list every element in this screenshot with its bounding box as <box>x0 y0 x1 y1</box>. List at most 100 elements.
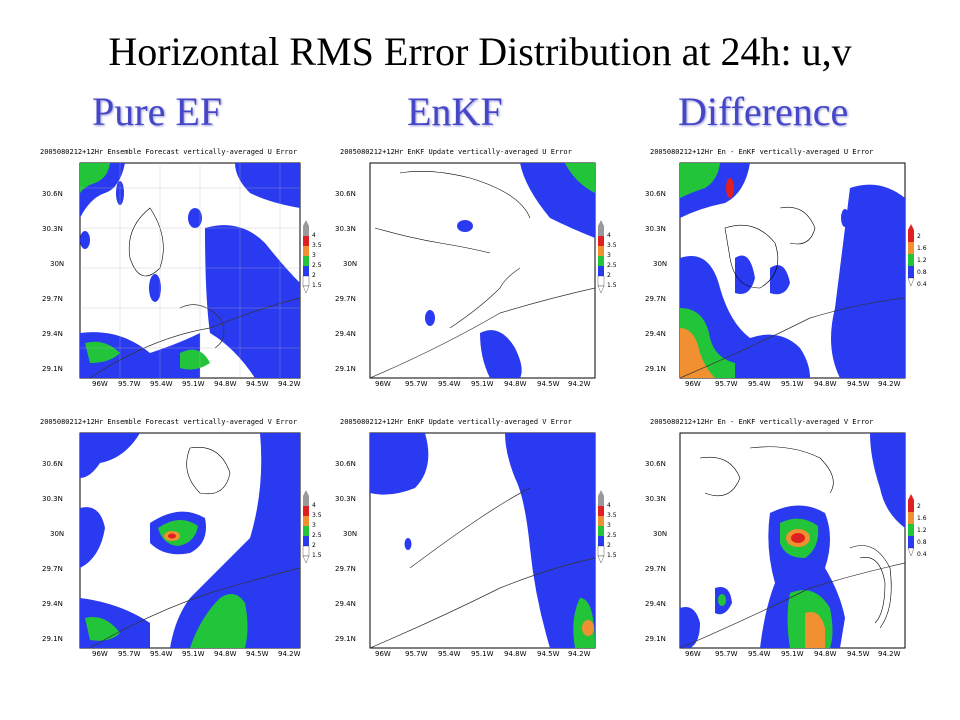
lat-label: 30N <box>343 530 358 538</box>
lat-label: 29.7N <box>42 565 63 573</box>
lat-label: 30.3N <box>42 495 63 503</box>
contour-map <box>679 162 915 379</box>
lat-label: 30.3N <box>645 495 666 503</box>
colorbar-label: 2.5 <box>607 262 617 269</box>
contour-map <box>79 432 310 649</box>
column-heading-enkf: EnKF <box>407 89 503 134</box>
colorbar <box>907 224 915 287</box>
map-panel-difference-u: 2005080212+12Hr En - EnKF vertically-ave… <box>640 148 940 418</box>
lon-label: 96W <box>375 380 391 388</box>
contour-map <box>369 432 605 649</box>
colorbar <box>302 220 310 294</box>
colorbar <box>597 490 605 564</box>
lat-label: 30.6N <box>42 190 63 198</box>
panel-title: 2005080212+12Hr Ensemble Forecast vertic… <box>40 418 298 426</box>
lon-label: 94.8W <box>504 380 527 388</box>
lon-label: 96W <box>92 380 108 388</box>
colorbar-label: 4 <box>312 502 316 509</box>
lon-label: 94.2W <box>278 650 301 658</box>
lat-label: 29.4N <box>335 330 356 338</box>
lon-label: 95.1W <box>471 650 494 658</box>
colorbar-label: 2 <box>917 503 921 510</box>
lat-label: 30.6N <box>645 190 666 198</box>
colorbar-label: 2.5 <box>312 262 322 269</box>
lon-label: 95.7W <box>405 650 428 658</box>
colorbar-label: 2.5 <box>607 532 617 539</box>
colorbar-label: 0.8 <box>917 539 927 546</box>
colorbar-label: 1.5 <box>312 552 322 559</box>
lat-label: 29.4N <box>645 600 666 608</box>
slide-title: Horizontal RMS Error Distribution at 24h… <box>108 29 852 74</box>
lat-label: 30N <box>50 530 65 538</box>
lat-label: 29.7N <box>335 295 356 303</box>
lat-label: 29.1N <box>645 635 666 643</box>
lon-label: 95.7W <box>405 380 428 388</box>
panel-title: 2005080212+12Hr EnKF Update vertically-a… <box>340 418 572 426</box>
colorbar-label: 3 <box>312 252 316 259</box>
colorbar-label: 2 <box>917 233 921 240</box>
lat-label: 30.6N <box>645 460 666 468</box>
lon-label: 94.2W <box>878 380 901 388</box>
colorbar <box>302 490 310 564</box>
lon-label: 96W <box>685 380 701 388</box>
lon-label: 94.2W <box>568 650 591 658</box>
lon-label: 95.7W <box>118 650 141 658</box>
colorbar-label: 4 <box>607 502 611 509</box>
contour-map <box>679 432 915 649</box>
colorbar-label: 1.2 <box>917 257 927 264</box>
colorbar-label: 1.5 <box>607 282 617 289</box>
map-panel-pure-ef-u: 2005080212+12Hr Ensemble Forecast vertic… <box>30 148 330 418</box>
lon-label: 94.8W <box>814 380 837 388</box>
lon-label: 95.1W <box>182 650 205 658</box>
lat-label: 29.4N <box>42 600 63 608</box>
lat-label: 29.7N <box>645 295 666 303</box>
colorbar-label: 3 <box>607 252 611 259</box>
lat-label: 29.1N <box>42 365 63 373</box>
lat-label: 30.3N <box>335 495 356 503</box>
lon-label: 94.8W <box>504 650 527 658</box>
colorbar-label: 2 <box>607 272 611 279</box>
panel-title: 2005080212+12Hr Ensemble Forecast vertic… <box>40 148 298 156</box>
panel-title: 2005080212+12Hr En - EnKF vertically-ave… <box>650 418 874 426</box>
lon-label: 94.5W <box>847 380 870 388</box>
lon-label: 94.8W <box>814 650 837 658</box>
lon-label: 94.5W <box>246 380 269 388</box>
panel-title: 2005080212+12Hr EnKF Update vertically-a… <box>340 148 572 156</box>
lon-label: 94.5W <box>246 650 269 658</box>
lat-label: 30N <box>653 530 668 538</box>
lon-label: 94.5W <box>537 380 560 388</box>
lat-label: 29.1N <box>42 635 63 643</box>
colorbar-label: 3 <box>312 522 316 529</box>
map-panel-enkf-v: 2005080212+12Hr EnKF Update vertically-a… <box>330 418 630 688</box>
lat-label: 30.6N <box>335 190 356 198</box>
lat-label: 29.1N <box>335 365 356 373</box>
lon-label: 94.2W <box>278 380 301 388</box>
lat-label: 30.3N <box>335 225 356 233</box>
lon-label: 95.7W <box>118 380 141 388</box>
lon-label: 95.7W <box>715 380 738 388</box>
colorbar-label: 2 <box>312 272 316 279</box>
lon-label: 95.4W <box>748 650 771 658</box>
colorbar <box>597 220 605 294</box>
column-heading-pure-ef: Pure EF <box>92 89 222 134</box>
colorbar-label: 1.6 <box>917 515 927 522</box>
lon-label: 95.4W <box>150 380 173 388</box>
colorbar-label: 0.4 <box>917 281 927 288</box>
colorbar-label: 1.5 <box>607 552 617 559</box>
lon-label: 94.2W <box>878 650 901 658</box>
lat-label: 29.7N <box>335 565 356 573</box>
lat-label: 29.4N <box>335 600 356 608</box>
lon-label: 94.8W <box>214 380 237 388</box>
lat-label: 30N <box>50 260 65 268</box>
colorbar-label: 3.5 <box>607 242 617 249</box>
lon-label: 95.4W <box>748 380 771 388</box>
lat-label: 29.4N <box>42 330 63 338</box>
map-panel-pure-ef-v: 2005080212+12Hr Ensemble Forecast vertic… <box>30 418 330 688</box>
contour-map <box>369 162 605 379</box>
colorbar-label: 2.5 <box>312 532 322 539</box>
lon-label: 94.5W <box>847 650 870 658</box>
lon-label: 95.1W <box>781 650 804 658</box>
colorbar-label: 1.2 <box>917 527 927 534</box>
colorbar-label: 3 <box>607 522 611 529</box>
lat-label: 30.6N <box>335 460 356 468</box>
